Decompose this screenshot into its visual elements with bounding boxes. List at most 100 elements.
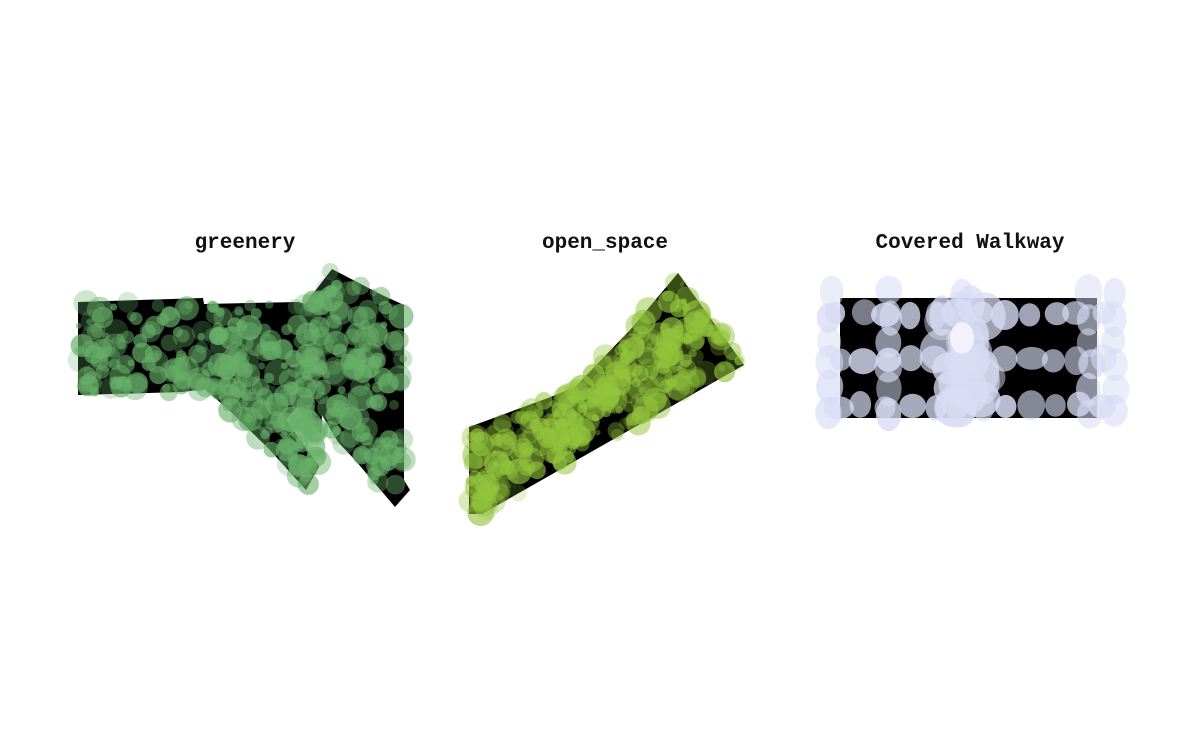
greenery-dot (210, 383, 227, 400)
greenery-dot (237, 399, 247, 409)
greenery-dot (149, 366, 168, 385)
greenery-dot (236, 320, 248, 332)
greenery-dot (258, 362, 266, 370)
greenery-dot (244, 299, 256, 312)
greenery-dot (208, 301, 220, 314)
greenery-dot (297, 457, 304, 464)
greenery-dot (346, 322, 367, 343)
greenery-dot (332, 392, 359, 419)
greenery-dot (81, 340, 100, 358)
open-space-dot (470, 428, 485, 443)
greenery-dot (230, 332, 242, 344)
greenery-dot (240, 382, 248, 390)
open-space-dot (661, 353, 669, 360)
open-space-dot (619, 353, 632, 366)
open-space-dot (628, 380, 647, 400)
open-space-dot (632, 341, 655, 365)
greenery-dot (174, 345, 183, 354)
greenery-dot (233, 376, 241, 384)
open-space-dot (632, 365, 649, 382)
greenery-dot (128, 373, 149, 394)
open-space-dot (612, 355, 638, 381)
greenery-dot (86, 323, 103, 341)
covered-walkway-dot (1019, 303, 1041, 327)
panel-title-covered-walkway: Covered Walkway (875, 232, 1065, 255)
open-space-dot (473, 495, 499, 520)
greenery-dot (127, 359, 135, 367)
open-space-dot (618, 417, 632, 430)
covered-walkway-dot (1077, 399, 1103, 429)
greenery-dot (115, 339, 126, 350)
open-space-dot (557, 429, 572, 444)
open-space-dot (517, 430, 541, 454)
covered-walkway-dot (815, 396, 842, 430)
covered-walkway-dot (876, 397, 902, 432)
greenery-dot (320, 360, 328, 367)
open-space-dot (631, 406, 651, 425)
greenery-dot (353, 364, 373, 383)
open-space-dot (465, 475, 477, 487)
open-space-dot (659, 353, 672, 366)
greenery-dot (151, 299, 165, 312)
greenery-dot (340, 353, 357, 370)
covered-walkway-dots (815, 274, 1130, 432)
greenery-dot (293, 294, 317, 317)
open-space-dot (607, 422, 625, 440)
open-space-dot (635, 406, 642, 413)
open-space-dot (675, 286, 700, 311)
covered-walkway-dot (1100, 394, 1128, 427)
greenery-dot (258, 385, 280, 406)
greenery-dot (86, 318, 93, 325)
greenery-dot (321, 263, 339, 280)
greenery-dot (286, 463, 311, 488)
greenery-dot (379, 444, 402, 466)
covered-walkway-dot (875, 275, 903, 305)
open-space-dot (606, 362, 621, 377)
greenery-dot (315, 391, 329, 405)
greenery-dot (385, 438, 407, 460)
greenery-dot (297, 473, 319, 495)
open-space-dot (712, 329, 730, 347)
greenery-dot (351, 423, 371, 442)
greenery-dot (309, 465, 317, 473)
greenery-dot (234, 306, 244, 316)
greenery-dot (160, 359, 184, 383)
greenery-dot (90, 354, 103, 367)
covered-walkway-dot (1101, 348, 1129, 382)
open-space-dot (569, 418, 596, 445)
covered-walkway-dot (1044, 302, 1070, 326)
greenery-dot (336, 281, 360, 305)
greenery-dot (97, 338, 116, 358)
open-space-dot (509, 484, 527, 502)
greenery-dot (129, 312, 143, 326)
greenery-dot (100, 353, 109, 362)
covered-walkway-dot (875, 326, 902, 359)
greenery-dot (260, 341, 280, 361)
open-space-dot (545, 412, 570, 436)
greenery-dot (263, 441, 280, 458)
covered-walkway-dot (947, 379, 989, 409)
greenery-dot (330, 335, 339, 343)
greenery-panel (67, 263, 416, 507)
open-space-dot (491, 433, 515, 458)
greenery-dot (324, 284, 338, 298)
greenery-dot (364, 383, 371, 390)
greenery-dot (378, 373, 398, 394)
open-space-dot (472, 491, 498, 516)
greenery-dot (369, 385, 385, 401)
greenery-dot (292, 379, 304, 391)
greenery-dot (77, 374, 99, 397)
covered-walkway-dot (929, 295, 954, 336)
covered-walkway-dot (899, 393, 927, 418)
greenery-dot (294, 359, 317, 381)
open-space-dot (673, 369, 700, 395)
greenery-dot (117, 291, 139, 313)
greenery-dot (141, 356, 156, 371)
greenery-dot (293, 334, 308, 349)
greenery-dot (365, 323, 389, 347)
open-space-dot (693, 308, 711, 326)
greenery-dot (280, 362, 288, 370)
covered-walkway-dot (899, 301, 921, 330)
open-space-dot (637, 346, 659, 368)
open-space-dot (569, 440, 579, 451)
